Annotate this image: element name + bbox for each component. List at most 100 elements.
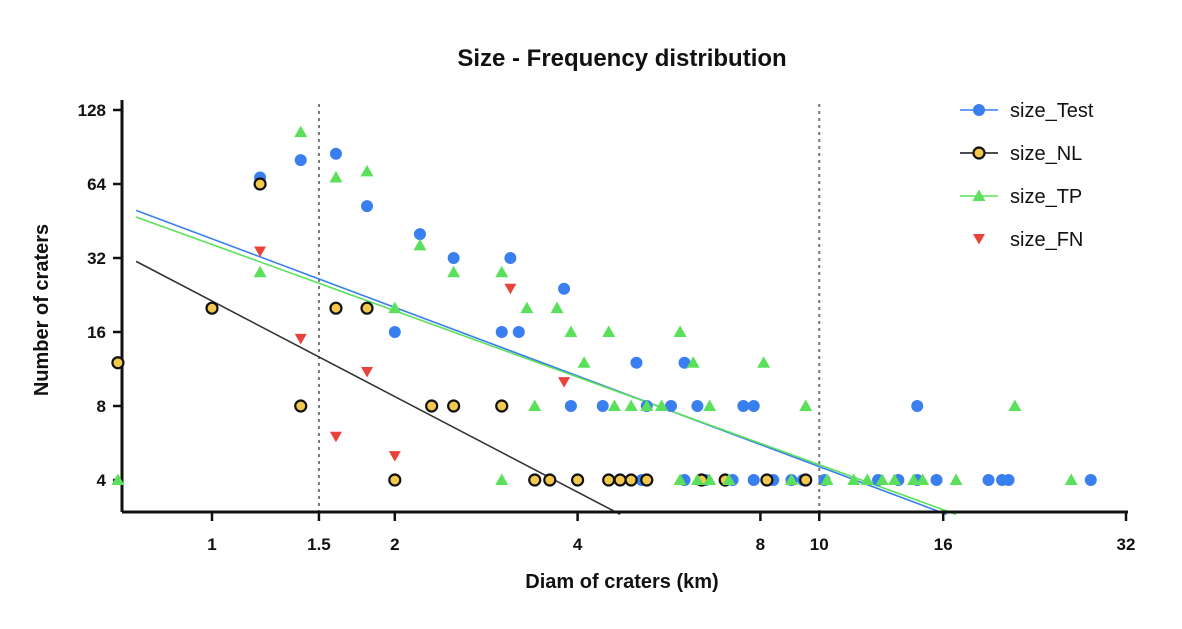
y-tick-label: 4 bbox=[97, 471, 107, 490]
data-point bbox=[665, 400, 678, 412]
data-point bbox=[757, 356, 771, 368]
y-tick-label: 32 bbox=[87, 249, 106, 268]
data-point bbox=[747, 400, 760, 412]
data-point bbox=[447, 265, 461, 278]
legend: size_Test size_NL size_TP size_FN bbox=[960, 100, 1094, 251]
data-point bbox=[640, 399, 654, 411]
data-point bbox=[703, 399, 717, 411]
trend-line-0 bbox=[135, 209, 947, 516]
legend-label: size_TP bbox=[1010, 186, 1082, 208]
data-point bbox=[690, 473, 704, 485]
legend-item-size_NL: size_NL bbox=[960, 143, 1082, 165]
y-tick-label: 8 bbox=[97, 397, 106, 416]
data-point bbox=[799, 473, 813, 487]
legend-item-size_Test: size_Test bbox=[960, 100, 1094, 122]
chart-title: Size - Frequency distribution bbox=[457, 45, 786, 72]
data-point bbox=[602, 473, 616, 487]
data-point bbox=[624, 399, 638, 411]
data-point bbox=[630, 356, 643, 369]
trend-lines bbox=[135, 209, 957, 516]
data-point bbox=[607, 399, 621, 411]
legend-marker bbox=[973, 234, 985, 245]
data-point bbox=[1008, 399, 1022, 411]
data-point bbox=[911, 400, 924, 412]
x-tick-label: 1.5 bbox=[307, 535, 331, 554]
data-point bbox=[820, 473, 834, 485]
x-tick-label: 2 bbox=[390, 535, 399, 554]
data-point bbox=[388, 473, 402, 487]
legend-item-size_TP: size_TP bbox=[960, 186, 1082, 208]
data-point bbox=[673, 325, 687, 337]
data-point bbox=[388, 451, 401, 462]
series-size_NL bbox=[111, 177, 813, 487]
data-point bbox=[564, 400, 577, 412]
legend-label: size_Test bbox=[1010, 100, 1094, 122]
data-point bbox=[329, 147, 342, 160]
data-point bbox=[294, 333, 307, 345]
data-point bbox=[847, 473, 861, 485]
data-point bbox=[602, 325, 616, 337]
x-tick-label: 10 bbox=[810, 535, 829, 554]
data-point bbox=[205, 301, 219, 315]
data-point bbox=[640, 473, 654, 487]
x-tick-label: 1 bbox=[207, 535, 216, 554]
data-point bbox=[887, 473, 901, 485]
data-point bbox=[294, 125, 308, 138]
data-point bbox=[916, 473, 930, 485]
x-axis-label: Diam of craters (km) bbox=[525, 571, 718, 593]
data-point bbox=[577, 356, 591, 368]
data-point bbox=[907, 473, 921, 485]
data-point bbox=[388, 326, 401, 338]
data-point bbox=[691, 400, 704, 412]
data-point bbox=[1064, 473, 1078, 485]
data-point bbox=[747, 474, 760, 486]
data-point bbox=[678, 356, 691, 369]
legend-label: size_FN bbox=[1010, 229, 1083, 251]
data-point bbox=[361, 200, 374, 213]
x-tick-label: 4 bbox=[573, 535, 583, 554]
data-point bbox=[613, 473, 627, 487]
data-point bbox=[564, 325, 578, 337]
data-point bbox=[329, 171, 343, 183]
data-point bbox=[329, 301, 343, 315]
data-point bbox=[570, 473, 585, 487]
data-point bbox=[504, 252, 517, 264]
data-point bbox=[624, 473, 638, 487]
data-point bbox=[686, 356, 700, 368]
x-tick-label: 8 bbox=[756, 535, 765, 554]
data-point bbox=[253, 177, 267, 191]
y-axis-label: Number of craters bbox=[31, 224, 53, 396]
trend-line-1 bbox=[135, 216, 957, 516]
data-point bbox=[329, 431, 342, 443]
data-point bbox=[722, 473, 736, 485]
data-point bbox=[703, 473, 717, 485]
data-point bbox=[495, 326, 508, 338]
legend-item-size_FN: size_FN bbox=[973, 229, 1083, 251]
data-point bbox=[111, 473, 125, 485]
data-point bbox=[495, 399, 509, 413]
data-point bbox=[558, 377, 571, 388]
data-point bbox=[673, 473, 687, 485]
data-point bbox=[737, 400, 750, 412]
x-tick-label: 32 bbox=[1117, 535, 1136, 554]
data-point bbox=[360, 164, 374, 177]
data-point bbox=[495, 265, 509, 278]
data-point bbox=[799, 399, 813, 411]
data-point bbox=[253, 265, 267, 278]
data-point bbox=[596, 400, 609, 412]
data-point bbox=[982, 474, 995, 486]
data-point bbox=[528, 399, 542, 411]
data-point bbox=[425, 399, 439, 413]
x-tick-label: 16 bbox=[934, 535, 953, 554]
data-point bbox=[930, 474, 943, 486]
y-tick-label: 16 bbox=[87, 323, 106, 342]
legend-marker bbox=[972, 189, 986, 201]
trend-line-2 bbox=[135, 260, 621, 516]
legend-marker bbox=[972, 146, 986, 160]
data-point bbox=[413, 238, 427, 251]
legend-label: size_NL bbox=[1010, 143, 1082, 165]
data-point bbox=[1002, 474, 1015, 486]
